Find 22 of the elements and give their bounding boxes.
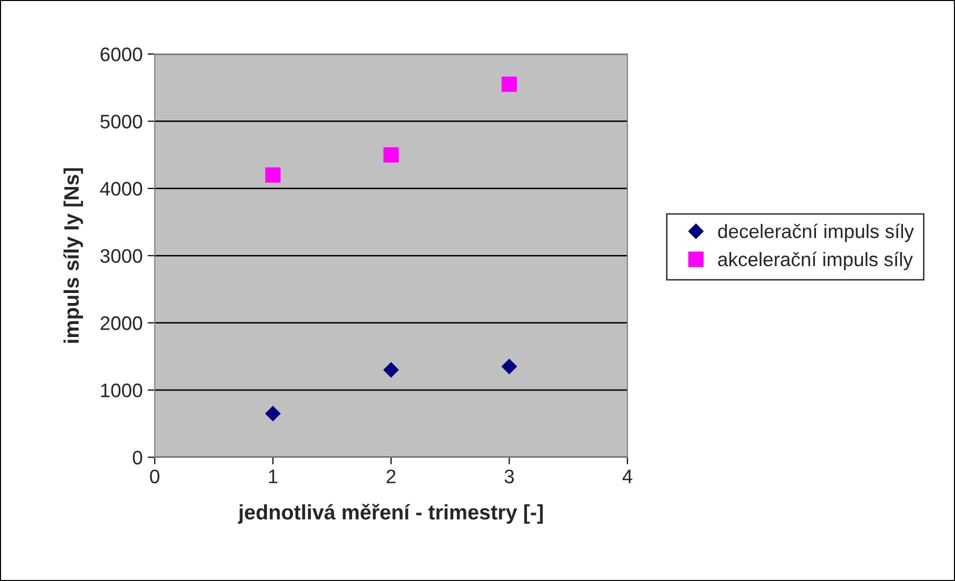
point [502, 358, 517, 374]
x-tick-label: 1 [268, 470, 278, 484]
y-tick-label: 4000 [100, 182, 142, 196]
point [383, 147, 399, 162]
point [384, 362, 399, 378]
x-tick-label: 4 [622, 470, 632, 484]
y-tick-label: 6000 [100, 48, 142, 62]
x-tick-label: 3 [504, 470, 514, 484]
legend-label: akcelerační impuls síly [718, 252, 913, 270]
y-tick-label: 0 [132, 450, 142, 464]
x-tick-label: 2 [386, 470, 396, 484]
legend-label: decelerační impuls síly [718, 224, 914, 242]
y-tick-label: 1000 [101, 384, 142, 398]
y-tick-label: 2000 [100, 316, 142, 330]
point [502, 76, 517, 92]
y-tick-label: 5000 [100, 114, 142, 128]
y-axis-title: impuls síly Iy [Ns] [63, 168, 83, 343]
x-axis-title: jednotlivá měření - trimestry [-] [238, 504, 543, 524]
point [265, 167, 281, 183]
y-tick-label: 3000 [100, 249, 142, 263]
x-tick-label: 0 [150, 470, 160, 484]
point [265, 406, 280, 422]
